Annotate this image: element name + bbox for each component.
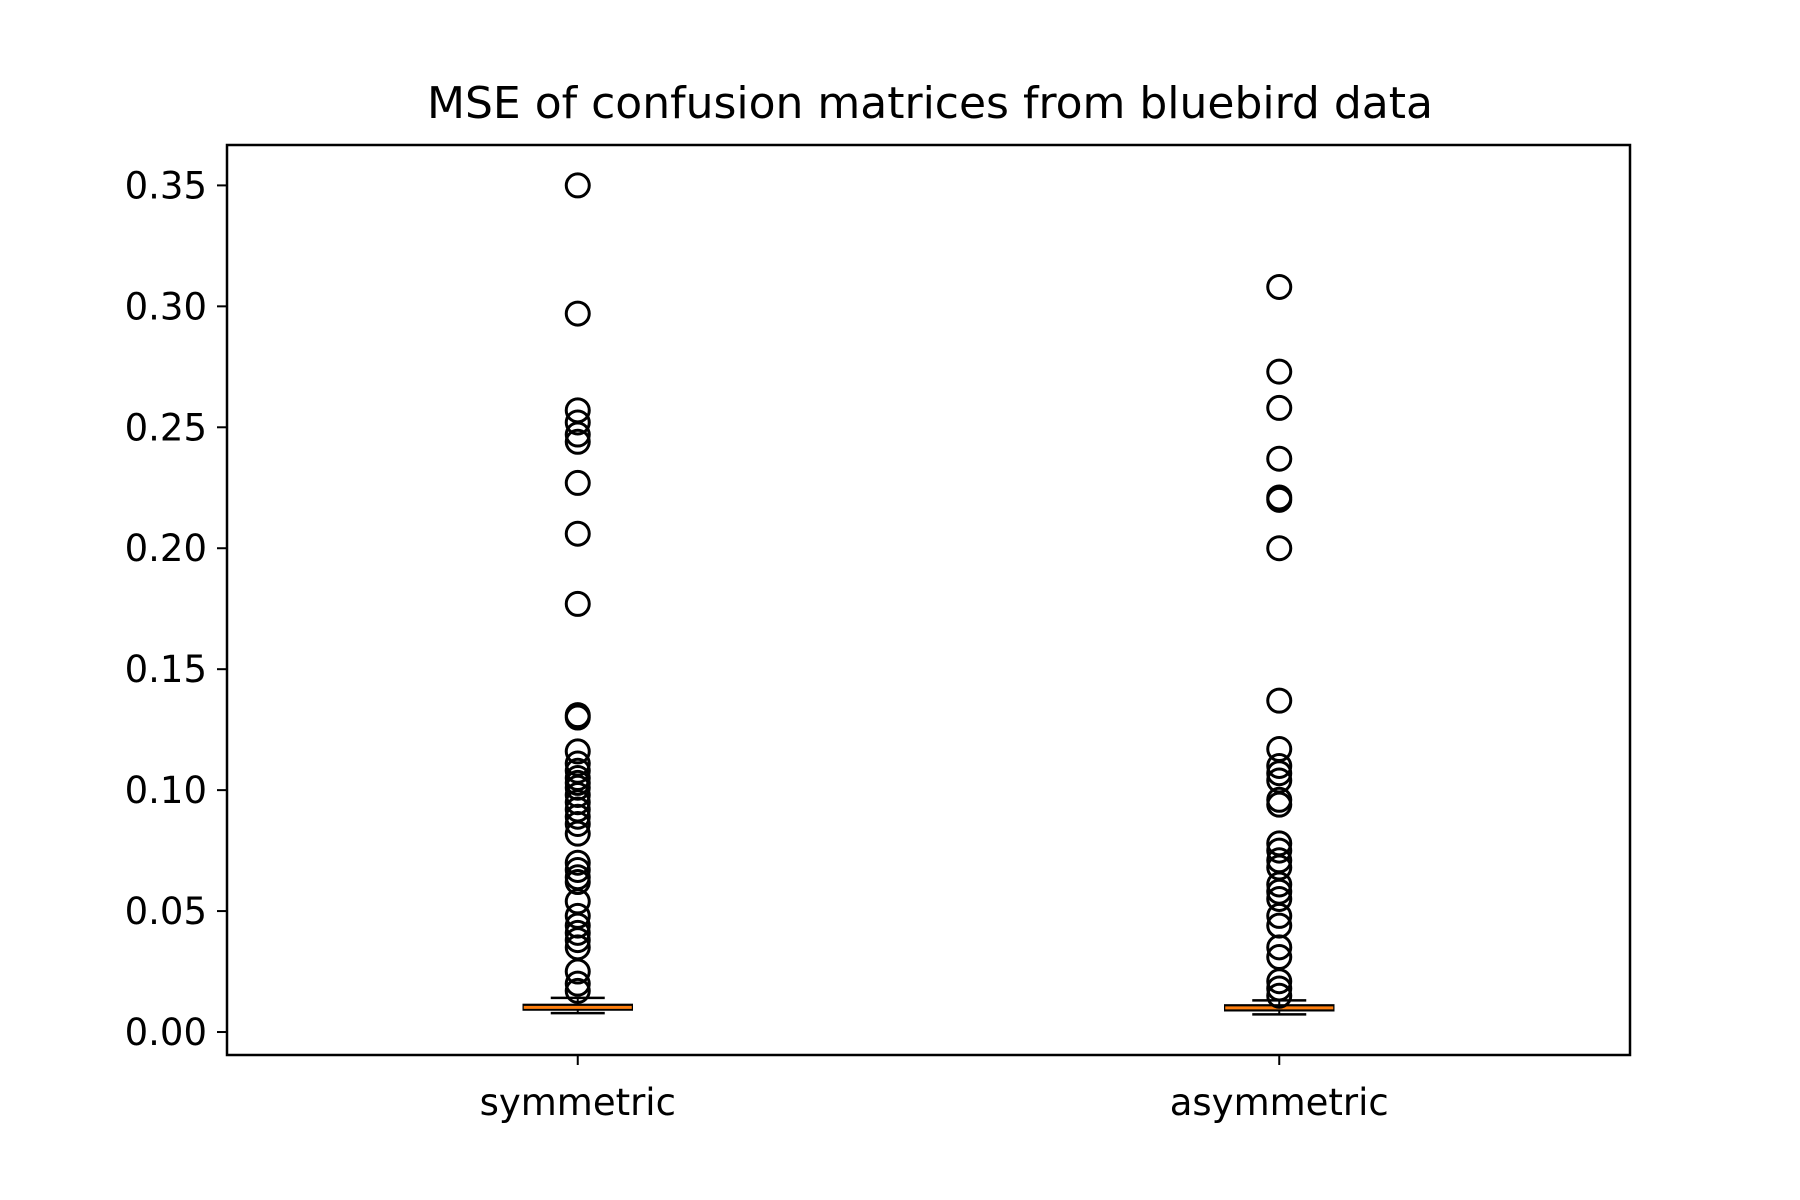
outlier-point xyxy=(1266,394,1293,421)
outlier-point xyxy=(564,704,591,731)
outlier-point xyxy=(564,520,591,547)
y-tick-label: 0.25 xyxy=(125,406,207,449)
x-tick-label: symmetric xyxy=(480,1081,676,1124)
outlier-point xyxy=(564,919,591,946)
outlier-point xyxy=(1266,934,1293,961)
outlier-point xyxy=(1266,535,1293,562)
y-tick-label: 0.10 xyxy=(125,769,207,812)
y-tick-label: 0.35 xyxy=(125,164,207,207)
outlier-point xyxy=(1266,273,1293,300)
outlier-point xyxy=(1266,968,1293,995)
outlier-point xyxy=(564,172,591,199)
plot-area: 0.00 0.05 0.10 0.15 0.20 0.25 0.30 0.35 symmetri… xyxy=(125,164,1389,1124)
outlier-point xyxy=(1266,982,1293,1009)
outlier-point xyxy=(564,810,591,837)
y-tick-label: 0.00 xyxy=(125,1011,207,1054)
outlier-point xyxy=(564,469,591,496)
outlier-point xyxy=(564,590,591,617)
axes-frame xyxy=(225,143,1632,1057)
outlier-point xyxy=(1266,975,1293,1002)
outlier-point xyxy=(1266,687,1293,714)
outlier-point xyxy=(1266,791,1293,818)
outlier-point xyxy=(1266,445,1293,472)
outlier-point xyxy=(1266,871,1293,898)
outlier-point xyxy=(564,421,591,448)
outlier-point xyxy=(564,970,591,997)
outlier-point xyxy=(564,820,591,847)
outlier-point xyxy=(1266,902,1293,929)
chart-title: MSE of confusion matrices from bluebird … xyxy=(427,78,1433,129)
outlier-point xyxy=(1266,837,1293,864)
outlier-point xyxy=(564,409,591,436)
outlier-point xyxy=(564,856,591,883)
y-tick-label: 0.30 xyxy=(125,285,207,328)
outlier-point xyxy=(1266,760,1293,787)
outlier-point xyxy=(564,738,591,765)
y-tick-label: 0.05 xyxy=(125,890,207,933)
outlier-point xyxy=(564,977,591,1004)
x-tick-label: asymmetric xyxy=(1170,1081,1389,1124)
outlier-point xyxy=(564,428,591,455)
outlier-point xyxy=(564,300,591,327)
y-tick-label: 0.15 xyxy=(125,648,207,691)
outlier-point xyxy=(564,958,591,985)
outlier-point xyxy=(564,803,591,830)
outlier-point xyxy=(1266,358,1293,385)
outlier-point xyxy=(1266,885,1293,912)
outlier-point xyxy=(564,869,591,896)
outlier-point xyxy=(564,927,591,954)
y-tick-label: 0.20 xyxy=(125,527,207,570)
outlier-point xyxy=(564,849,591,876)
outlier-point xyxy=(1266,752,1293,779)
outlier-point xyxy=(1266,486,1293,513)
